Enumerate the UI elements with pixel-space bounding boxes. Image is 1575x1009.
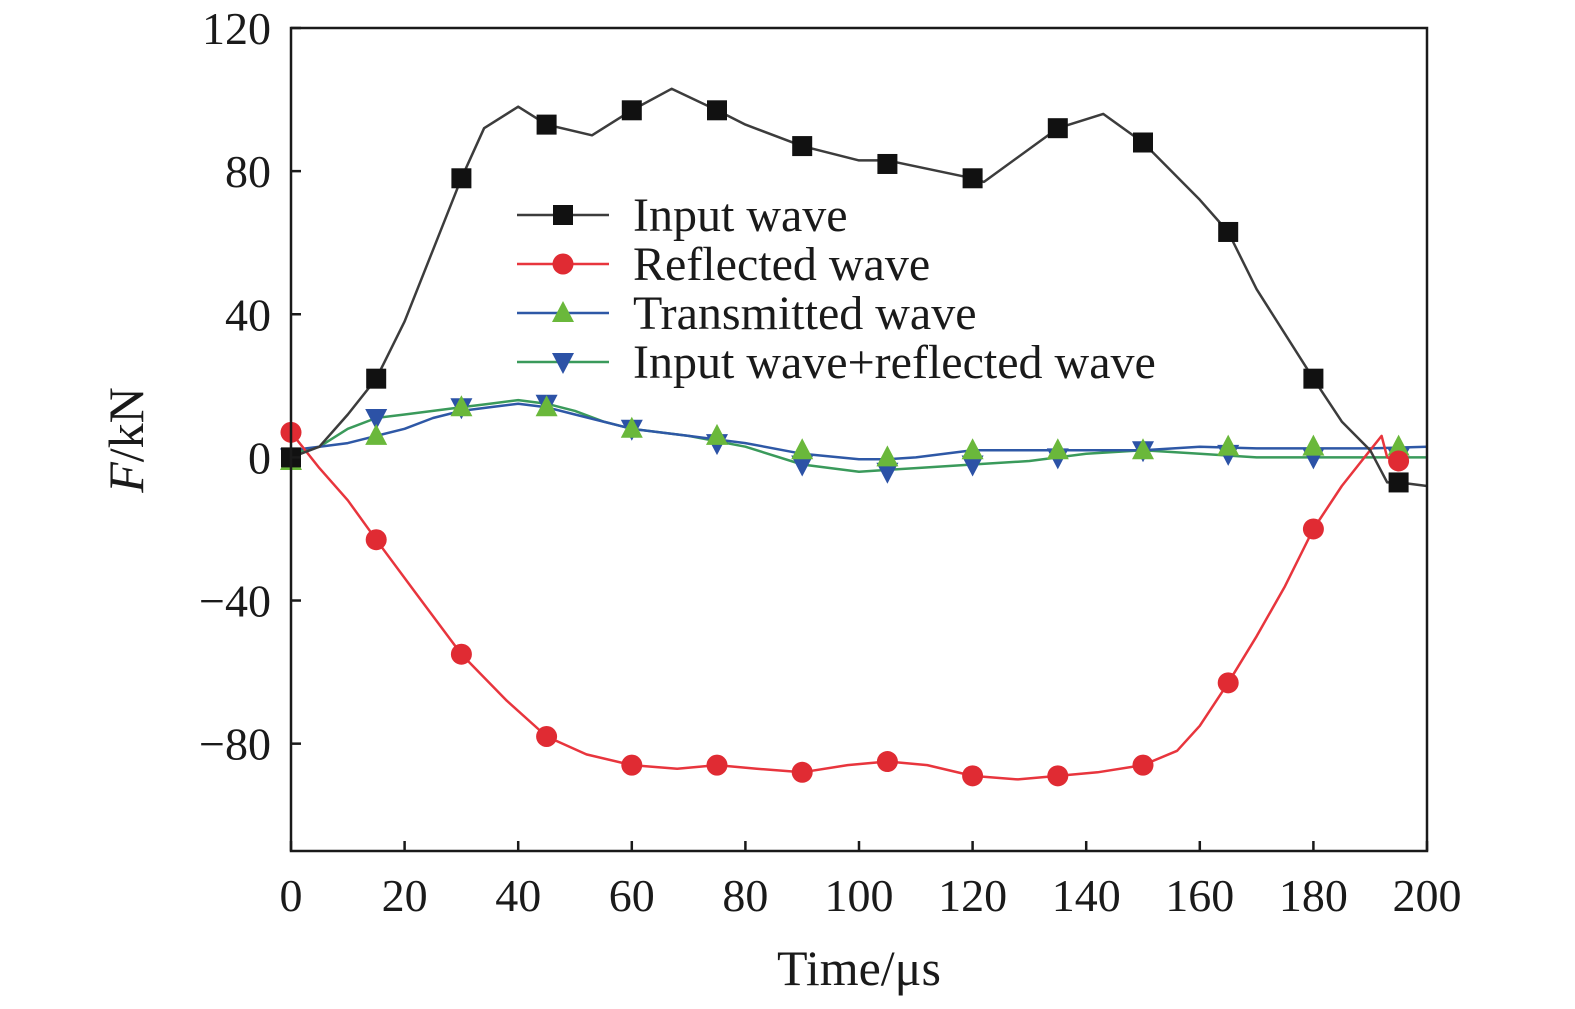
data-point [1388,472,1409,493]
data-point [706,423,728,445]
data-point [706,754,728,776]
legend-marker [553,205,573,225]
data-point [962,168,983,189]
data-point [1388,450,1410,472]
series-transmitted-wave [280,395,1428,470]
x-tick-label: 40 [495,870,541,921]
x-tick-label: 0 [280,870,303,921]
data-point [961,438,984,460]
y-tick-label: −80 [199,719,271,770]
data-point [1047,765,1069,787]
data-point [1217,672,1239,694]
data-point [876,462,899,484]
y-axis-title-unit: /kN [98,387,154,462]
x-axis-title: Time/μs [777,940,941,996]
data-point [962,765,984,787]
data-point [877,153,898,174]
data-point [450,395,473,417]
data-point [961,455,984,477]
axis-layer: 0 20 40 60 80 100 120 140 160 180 200 120 80 40 0 −40 −8… [199,3,1461,921]
data-point [876,445,899,467]
data-point [791,761,813,783]
legend-label: Input wave [633,189,848,242]
data-point [1217,434,1240,456]
data-point [1218,221,1239,242]
legend-label: Input wave+reflected wave [633,336,1156,389]
y-axis-title-symbol: F [98,462,154,494]
data-point [365,423,388,445]
data-point [1302,434,1325,456]
legend-item: Transmitted wave [517,287,977,340]
x-tick-label: 60 [609,870,655,921]
x-tick-label: 140 [1052,870,1121,921]
series-reflected-wave [280,421,1410,787]
legend-label: Transmitted wave [633,287,977,340]
data-point [791,438,814,460]
legend-marker [552,353,574,374]
data-point [451,168,472,189]
data-point [1046,438,1069,460]
series-input-wave-reflected-wave [280,394,1427,484]
data-point [1387,434,1410,456]
legend-item: Reflected wave [517,238,930,291]
x-tick-label: 180 [1279,870,1348,921]
data-point [707,100,727,121]
plot-frame [289,26,1429,853]
data-point [366,368,387,389]
x-tick-label: 20 [382,870,428,921]
data-point [791,455,814,477]
data-point [1302,518,1324,540]
data-point [536,725,558,747]
data-point [1133,132,1153,153]
y-tick-label: 120 [202,3,271,54]
x-tick-label: 200 [1393,870,1462,921]
legend-marker [552,253,574,275]
y-axis-title: F/kN [98,387,154,494]
data-point [1132,438,1154,460]
x-tick-label: 160 [1165,870,1234,921]
y-tick-label: 0 [248,432,271,483]
y-tick-label: 80 [225,146,271,197]
data-point [792,136,813,157]
series-line [290,87,1428,488]
legend-label: Reflected wave [633,238,930,291]
data-point [620,416,643,438]
data-point [876,751,898,773]
series-layer [280,87,1428,787]
data-point [1047,118,1068,139]
data-point [535,395,558,417]
data-point [365,409,388,431]
series-line [290,431,1399,781]
data-point [365,529,387,551]
data-point [1132,754,1154,776]
legend-marker [552,301,574,322]
data-point [621,754,643,776]
legend-item: Input wave [517,189,848,242]
data-point [450,643,472,665]
data-point [621,100,642,121]
y-tick-label: 40 [225,289,271,340]
legend-item: Input wave+reflected wave [517,336,1156,389]
data-point [1303,368,1324,389]
data-point [536,114,557,135]
x-tick-label: 80 [722,870,768,921]
x-tick-label: 100 [825,870,894,921]
y-tick-label: −40 [199,576,271,627]
x-tick-label: 120 [938,870,1007,921]
